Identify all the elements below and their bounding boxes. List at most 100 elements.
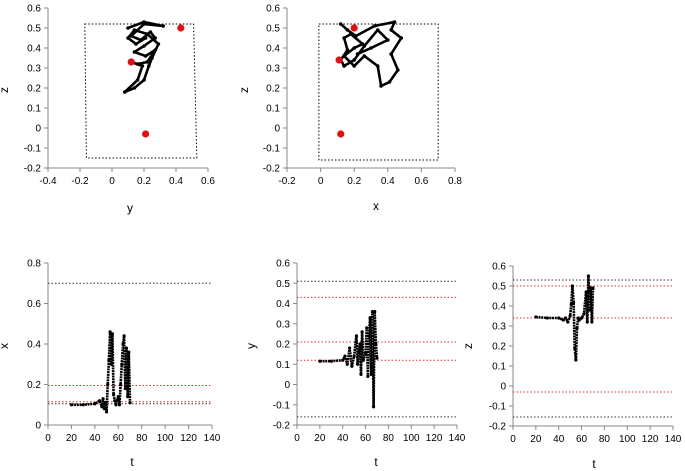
xz-trajectory-point [386, 38, 390, 42]
tz-y-tick-label: 0.3 [492, 322, 506, 333]
tx-series-point [69, 403, 74, 407]
ty-y-tick-label: -0.1 [273, 400, 291, 411]
tz-x-tick-label: 60 [576, 434, 588, 445]
yz-trajectory-point [156, 42, 161, 46]
xz-x-tick-label: 0.8 [448, 176, 462, 187]
tx-series-point [104, 410, 109, 414]
tx-x-tick-label: 40 [89, 433, 101, 444]
tx-series-point [121, 342, 125, 346]
tx-series-point [103, 401, 107, 405]
xz-x-tick-label: 0.2 [347, 176, 361, 187]
yz-x-tick-label: 0.4 [169, 176, 183, 187]
tx-series-point [113, 399, 117, 403]
ty-series-point [329, 359, 333, 363]
tx-series-point [122, 334, 126, 338]
xz-trajectory-point [392, 20, 397, 24]
ty-series-point [367, 334, 371, 338]
yz-y-tick-label: 0.2 [27, 84, 41, 95]
yz-x-tick-label: 0.6 [201, 176, 215, 187]
ty-x-tick-label: 0 [294, 433, 300, 444]
tz-series-point [585, 320, 589, 324]
xz-trajectory-point [379, 84, 383, 88]
ty-y-tick-label: 0.5 [276, 279, 290, 290]
yz-trajectory-point [135, 78, 140, 82]
xz-trajectory-point [342, 36, 346, 40]
tx-series-point [123, 386, 127, 391]
ty-series-point [345, 362, 349, 366]
ty-series-point [365, 326, 369, 330]
yz-x-tick-label: 0 [109, 176, 115, 187]
tz-series-point [582, 312, 586, 316]
ty-series-point [354, 334, 359, 338]
tz-series-point [577, 318, 581, 322]
tz-y-tick-label: 0.5 [492, 282, 506, 293]
yz-trajectory-point [143, 36, 148, 40]
ty-y-tick-label: 0 [284, 380, 290, 391]
ty-x-tick-label: 60 [360, 433, 372, 444]
yz-trajectory-point [150, 56, 154, 60]
tz-y-tick-label: 0.6 [492, 262, 506, 273]
xz-trajectory-point [362, 44, 367, 48]
yz-trajectory-point [139, 38, 143, 42]
tx-series-point [127, 350, 131, 354]
ty-series-point [373, 310, 377, 314]
tz-series-point [574, 358, 578, 362]
ty-x-tick-label: 20 [314, 433, 326, 444]
xz-trajectory-point [362, 54, 367, 58]
xz-trajectory-point [389, 28, 393, 32]
tz-series-point [586, 274, 591, 278]
xz-x-tick-label: -0.2 [278, 176, 296, 187]
yz-y-tick-label: 0.6 [27, 4, 41, 15]
xz-trajectory-point [352, 58, 357, 62]
tz-y-tick-label: 0.1 [492, 362, 506, 373]
tz-x-tick-label: 140 [665, 434, 682, 445]
tz-x-axis-label: t [592, 457, 596, 471]
tx-series-point [117, 403, 122, 407]
ty-series-point [343, 354, 347, 358]
tx-x-tick-label: 120 [180, 433, 197, 444]
yz-trajectory-point [147, 64, 151, 68]
ty-series-point [375, 356, 379, 360]
ty-x-tick-label: 40 [337, 433, 349, 444]
tz-y-tick-label: 0.4 [492, 302, 506, 313]
ty-series-line [319, 310, 379, 409]
xz-trajectory-point [375, 64, 380, 68]
xz-y-tick-label: 0.4 [266, 44, 280, 55]
tz-series-point [569, 302, 573, 306]
tx-x-tick-label: 20 [66, 433, 78, 444]
ty-x-tick-label: 100 [403, 433, 420, 444]
xz-trajectory-point [399, 36, 404, 40]
tx-series-point [108, 330, 112, 334]
ty-series-point [355, 362, 360, 366]
ty-y-tick-label: 0.6 [276, 259, 290, 270]
tz-y-tick-label: 0 [500, 382, 506, 393]
yz-y-tick-label: 0.5 [27, 24, 41, 35]
xz-trajectory-point [352, 64, 357, 68]
xz-trajectory-point [342, 54, 346, 58]
ty-series-point [374, 342, 378, 346]
xz-y-tick-label: 0.1 [266, 104, 280, 115]
tz-series-point [587, 308, 592, 312]
xz-trajectory-point [338, 22, 343, 26]
xz-trajectory-point [372, 24, 377, 28]
tz-x-tick-label: 100 [619, 434, 636, 445]
tx-y-axis-label: x [0, 343, 11, 349]
tz-series-point [534, 315, 538, 319]
tz-y-tick-label: -0.2 [489, 422, 507, 433]
xz-trajectory-point [375, 28, 380, 32]
yz-trajectory-point [132, 50, 137, 54]
ty-x-tick-label: 80 [383, 433, 395, 444]
tx-series-point [81, 403, 85, 407]
tx-y-tick-label: 0.4 [27, 340, 41, 351]
yz-trajectory-point [126, 36, 130, 40]
tz-series-point [589, 286, 593, 290]
tx-series-point [128, 401, 132, 405]
xz-y-tick-label: 0.6 [266, 4, 280, 15]
ty-y-tick-label: 0.1 [276, 360, 290, 371]
tz-x-tick-label: 40 [553, 434, 565, 445]
yz-marker-point [127, 58, 135, 66]
ty-series-point [371, 405, 376, 409]
xz-trajectory-point [342, 64, 346, 68]
tx-y-tick-label: 0.2 [27, 380, 41, 391]
tx-series-point [119, 382, 123, 387]
